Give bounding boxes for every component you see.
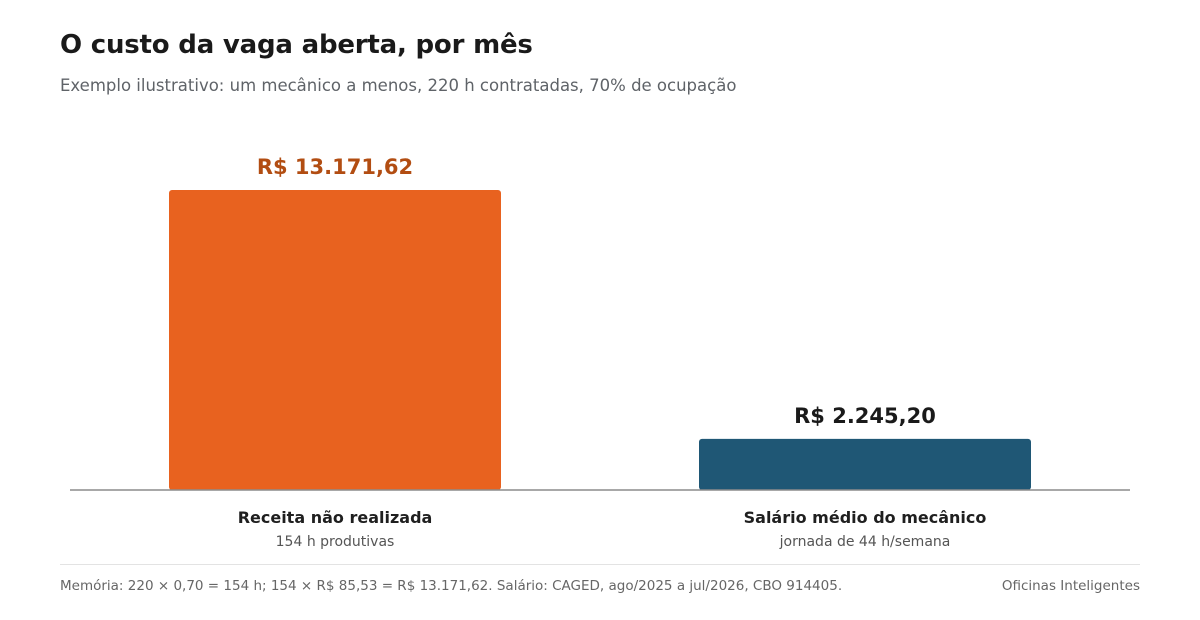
chart-subtitle: Exemplo ilustrativo: um mecânico a menos… <box>60 76 737 95</box>
bar-value-label: R$ 13.171,62 <box>257 155 413 179</box>
bar-2 <box>699 438 1031 490</box>
bar-value-label: R$ 2.245,20 <box>794 404 936 428</box>
bar-1 <box>169 190 501 490</box>
category-sublabel: 154 h produtivas <box>276 534 395 550</box>
source-credit: Oficinas Inteligentes <box>1001 578 1140 594</box>
category-label: Receita não realizada <box>238 508 433 527</box>
chart-title: O custo da vaga aberta, por mês <box>60 30 533 60</box>
footnote: Memória: 220 × 0,70 = 154 h; 154 × R$ 85… <box>60 578 843 594</box>
footer-divider <box>60 564 1140 565</box>
category-sublabel: jornada de 44 h/semana <box>779 534 951 550</box>
category-label: Salário médio do mecânico <box>744 508 987 527</box>
